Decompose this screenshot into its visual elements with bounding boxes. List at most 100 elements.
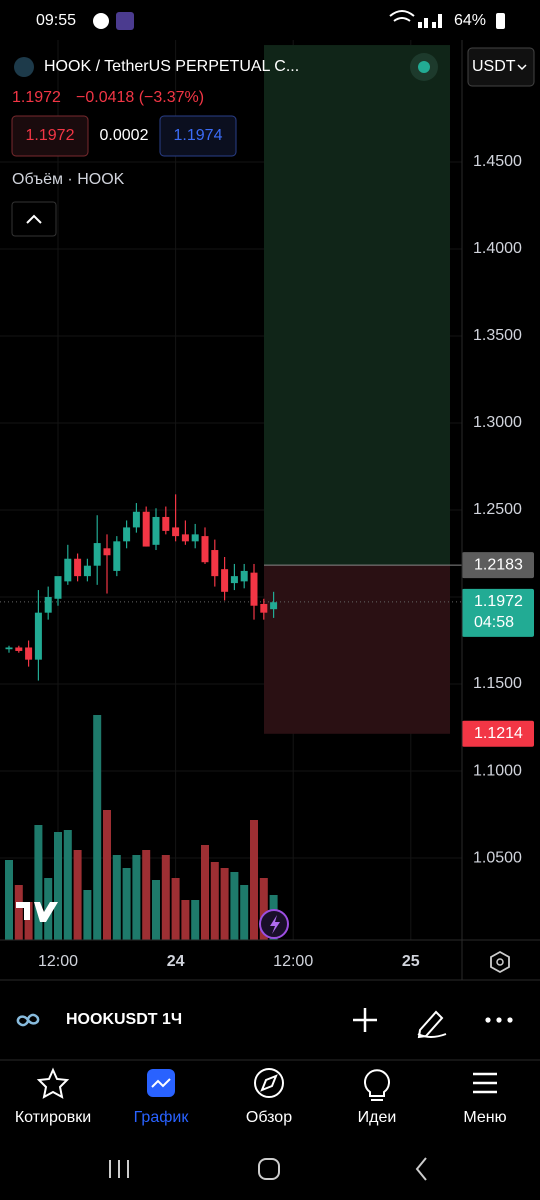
candle-body: [15, 647, 23, 651]
bid-price: 1.1972: [26, 127, 75, 144]
candle-body: [34, 612, 42, 660]
volume-bar: [210, 862, 219, 940]
volume-bar: [181, 900, 190, 940]
symbol-title[interactable]: HOOK / TetherUS PERPETUAL C...: [44, 58, 299, 75]
candle-body: [211, 550, 219, 577]
status-icon: [116, 12, 134, 30]
back-button[interactable]: [415, 1157, 427, 1181]
status-time: 09:55: [36, 12, 76, 29]
current-box: [462, 588, 534, 637]
candle-body: [270, 602, 278, 610]
x-tick-label: 12:00: [38, 953, 78, 970]
candle-body: [132, 511, 140, 528]
currency-button[interactable]: [467, 47, 535, 87]
candle-body: [83, 565, 91, 577]
coin-icon: [14, 57, 34, 77]
settings-icon[interactable]: [490, 950, 510, 974]
watchlist-icon: [36, 1067, 70, 1099]
entry-box: [462, 552, 534, 579]
volume-bar: [171, 878, 180, 940]
y-tick-label: 1.1500: [473, 675, 522, 692]
buy-button[interactable]: [159, 115, 237, 157]
candle-body: [240, 570, 248, 582]
nav-label[interactable]: Котировки: [15, 1109, 91, 1126]
y-tick-label: 1.0500: [473, 849, 522, 866]
candle-body: [152, 516, 160, 545]
y-tick-label: 1.2500: [473, 501, 522, 518]
settings-icon: [496, 958, 504, 966]
nav-label[interactable]: Идеи: [358, 1109, 397, 1126]
x-tick-label: 24: [167, 953, 185, 970]
candle-body: [260, 603, 268, 613]
y-tick-label: 1.3000: [473, 414, 522, 431]
y-tick-label: 1.1000: [473, 762, 522, 779]
chart-icon: [151, 1078, 171, 1088]
volume-bar: [161, 855, 170, 940]
x-tick-label: 12:00: [273, 953, 313, 970]
status-battery: 64%: [454, 12, 486, 29]
candle-body: [74, 558, 82, 577]
candle-body: [221, 569, 229, 592]
draw-button[interactable]: [417, 1010, 447, 1039]
volume-indicator-label: Объём · HOOK: [12, 171, 125, 188]
volume-bar: [112, 855, 121, 940]
volume-bar: [24, 902, 33, 940]
candle-body: [103, 548, 111, 556]
x-tick-label: 25: [402, 953, 420, 970]
volume-bar: [152, 880, 160, 940]
currency-label: USDT: [472, 58, 516, 75]
volume-bar: [63, 830, 72, 940]
volume-bar: [83, 890, 92, 940]
candle-body: [25, 647, 33, 660]
volume-bar: [54, 832, 62, 940]
explore-icon: [254, 1068, 284, 1098]
volume-bar: [142, 850, 151, 940]
price-change: −0.0418 (−3.37%): [76, 89, 204, 106]
volume-bar: [259, 878, 268, 940]
add-button[interactable]: [353, 1008, 377, 1032]
explore-icon: [260, 1074, 278, 1092]
candle-body: [64, 558, 72, 582]
nav-label[interactable]: График: [134, 1109, 190, 1126]
spread: 0.0002: [100, 127, 149, 144]
candle-body: [191, 534, 199, 542]
stop-label: 1.1214: [474, 725, 523, 742]
stop-zone: [264, 565, 450, 734]
volume-bar: [240, 885, 249, 940]
more-button[interactable]: [485, 1017, 513, 1023]
volume-bar: [14, 885, 23, 940]
volume-bar: [73, 850, 82, 940]
volume-bar: [201, 845, 209, 940]
candle-body: [44, 597, 52, 613]
candle-body: [142, 511, 150, 547]
candle-body: [230, 576, 238, 584]
y-tick-label: 1.4500: [473, 153, 522, 170]
candle-body: [250, 572, 258, 606]
candle-body: [172, 527, 180, 537]
home-button[interactable]: [258, 1158, 280, 1180]
volume-bar: [250, 820, 258, 940]
candle-body: [54, 576, 62, 599]
tv-logo: [16, 902, 58, 922]
nav-label[interactable]: Меню: [463, 1109, 506, 1126]
candle-body: [123, 527, 131, 542]
recent-apps[interactable]: [109, 1160, 129, 1178]
entry-label: 1.2183: [474, 556, 523, 573]
symbol-interval[interactable]: HOOKUSDT 1Ч: [66, 1011, 182, 1028]
y-tick-label: 1.3500: [473, 327, 522, 344]
last-price: 1.1972: [12, 89, 61, 106]
stop-box: [462, 720, 534, 747]
market-status-dot: [418, 61, 430, 73]
sell-button[interactable]: [11, 115, 89, 157]
volume-bar: [230, 872, 239, 940]
collapse-button[interactable]: [11, 201, 57, 237]
chevron: [517, 64, 527, 71]
nav-labels: Котировки График Обзор Идеи Меню: [15, 1109, 507, 1126]
candle-body: [5, 647, 13, 650]
nav-label[interactable]: Обзор: [246, 1109, 292, 1126]
chevron-up: [26, 214, 42, 224]
lightning-icon: [270, 915, 280, 934]
target-zone: [264, 45, 450, 566]
